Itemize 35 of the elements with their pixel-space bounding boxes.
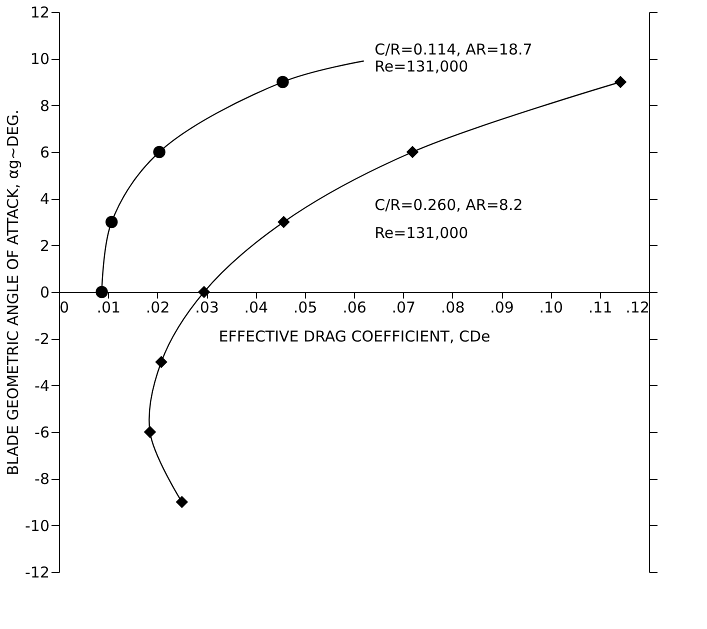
x-tick-label: .10 [539,298,564,316]
x-tick-label: .01 [96,298,121,316]
y-tick-label: 12 [30,4,50,22]
x-tick-label: .06 [342,298,366,316]
y-tick-label: 6 [40,144,50,162]
x-tick-label: .07 [392,298,416,316]
y-tick-label: 2 [40,236,50,255]
annotation: Re=131,000 [374,224,468,242]
y-tick-label: -8 [34,470,50,488]
y-tick-label: -12 [25,564,50,582]
y-tick-label: 10 [30,50,50,68]
point [96,286,108,298]
x-tick-label: .02 [146,298,170,316]
annotation: C/R=0.114, AR=18.7 [374,40,532,59]
x-tick-label: .04 [244,298,268,316]
x-tick-label: .08 [440,298,465,316]
y-tick-label: 0 [40,284,50,302]
x-tick-label: .03 [195,298,219,316]
point [176,496,188,508]
y-tick-label: -2 [34,330,50,348]
x-tick-label: .05 [293,298,318,316]
x-tick-label: .12 [626,298,650,316]
annotation: C/R=0.260, AR=8.2 [374,196,523,214]
point [614,76,627,88]
y-axis-title: BLADE GEOMETRIC ANGLE OF ATTACK, αg~DEG. [4,110,22,476]
y-tick-label: -6 [34,424,50,442]
x-tick-label: .09 [490,298,514,316]
x-tick-label: 0 [60,298,70,316]
y-tick-label: 8 [40,96,50,115]
y-tick-label: -10 [25,516,50,535]
y-tick-label: 4 [40,190,50,208]
x-axis-title: EFFECTIVE DRAG COEFFICIENT, CDe [218,328,490,346]
x-tick-label: .11 [588,298,612,316]
y-tick-label: -4 [34,376,50,395]
annotation: Re=131,000 [374,57,468,76]
